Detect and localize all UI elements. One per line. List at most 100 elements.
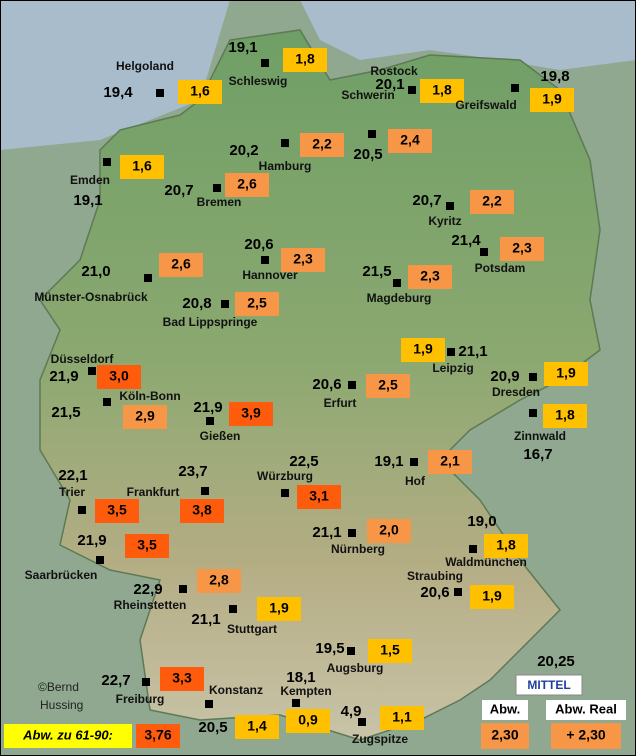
deviation-value: 2,5 — [378, 377, 398, 393]
station-marker — [144, 274, 152, 282]
station-marker — [446, 202, 454, 210]
station-name: Erfurt — [324, 396, 357, 410]
legend-box — [546, 700, 626, 720]
station-temp: 21,9 — [77, 532, 106, 549]
deviation-box — [235, 715, 279, 739]
mean-temp: 20,25 — [537, 653, 575, 670]
deviation-box — [530, 88, 574, 112]
legend-box — [515, 674, 583, 696]
station-name: Magdeburg — [367, 291, 432, 305]
legend-label: Abw. zu 61-90: — [22, 727, 113, 742]
station-name: Zinnwald — [514, 429, 566, 443]
station-temp: 20,6 — [420, 584, 449, 601]
station-name: Leipzig — [432, 361, 473, 375]
station-name: Rheinstetten — [114, 598, 187, 612]
station-temp: 19,4 — [103, 84, 133, 101]
deviation-box — [366, 374, 410, 398]
station-name: Nürnberg — [331, 542, 385, 556]
station-temp: 22,1 — [58, 467, 87, 484]
deviation-value: 2,6 — [171, 256, 191, 272]
station-temp: 19,1 — [228, 39, 257, 56]
deviation-value: 1,4 — [247, 718, 267, 734]
legend-label: Abw. — [490, 701, 521, 716]
station-name: Gießen — [200, 429, 241, 443]
station-temp: 21,4 — [451, 232, 481, 249]
station-temp: 20,8 — [182, 295, 211, 312]
station-temp: 20,7 — [164, 182, 193, 199]
station-name: Greifswald — [455, 98, 516, 112]
deviation-value: 3,8 — [192, 502, 212, 518]
station-name: Kempten — [280, 684, 331, 698]
deviation-value: 2,8 — [209, 572, 229, 588]
station-temp: 19,0 — [467, 513, 496, 530]
germany — [39, 29, 601, 741]
station-temp: 20,7 — [412, 192, 441, 209]
deviation-value: 1,8 — [295, 51, 315, 67]
station-temp: 21,5 — [51, 404, 80, 421]
station-marker — [292, 699, 300, 707]
station-temp: 21,1 — [312, 524, 341, 541]
station-name: Saarbrücken — [25, 568, 98, 582]
deviation-value: 3,3 — [172, 670, 192, 686]
deviation-box — [484, 534, 528, 558]
deviation-value: 2,0 — [379, 522, 399, 538]
station-temp: 20,1 — [375, 76, 404, 93]
station-marker — [358, 718, 366, 726]
deviation-value: 2,5 — [247, 295, 267, 311]
station-marker — [261, 256, 269, 264]
station-marker — [281, 139, 289, 147]
station-temp: 23,7 — [178, 463, 207, 480]
legend-box — [136, 724, 180, 748]
deviation-box — [420, 79, 464, 103]
deviation-box — [283, 48, 327, 72]
station-marker — [281, 489, 289, 497]
deviation-box — [229, 402, 273, 426]
deviation-value: 2,3 — [512, 240, 532, 256]
deviation-value: 1,5 — [380, 642, 400, 658]
station-name: Bad Lippspringe — [163, 315, 258, 329]
legend-box — [4, 724, 132, 748]
deviation-box — [97, 365, 141, 389]
deviation-box — [123, 405, 167, 429]
station-temp: 22,5 — [289, 453, 318, 470]
station-name: Schwerin — [341, 88, 394, 102]
deviation-value: 3,5 — [107, 502, 127, 518]
deviation-value: 1,9 — [269, 600, 289, 616]
station-marker — [480, 248, 488, 256]
station-name: Augsburg — [327, 661, 384, 675]
sea — [0, 0, 636, 150]
deviation-box — [401, 338, 445, 362]
station-marker — [393, 279, 401, 287]
station-name: Straubing — [407, 569, 463, 583]
station-marker — [410, 458, 418, 466]
station-temp: 20,9 — [490, 368, 519, 385]
station-temp: 19,8 — [540, 68, 569, 85]
deviation-box — [367, 519, 411, 543]
deviation-box — [95, 499, 139, 523]
station-marker — [213, 184, 221, 192]
deviation-value: 1,9 — [482, 588, 502, 604]
station-marker — [156, 89, 164, 97]
deviation-box — [544, 362, 588, 386]
deviation-value: 2,1 — [440, 453, 460, 469]
station-temp: 19,5 — [315, 640, 344, 657]
station-marker — [529, 409, 537, 417]
deviation-box — [368, 639, 412, 663]
deviation-value: 1,8 — [555, 407, 575, 423]
deviation-box — [380, 706, 424, 730]
station-marker — [78, 506, 86, 514]
deviation-value: 1,8 — [496, 537, 516, 553]
deviation-value: 2,3 — [420, 268, 440, 284]
deviation-box — [197, 569, 241, 593]
deviation-box — [159, 253, 203, 277]
station-temp: 21,9 — [193, 399, 222, 416]
station-marker — [221, 300, 229, 308]
deviation-box — [178, 80, 222, 104]
station-marker — [96, 556, 104, 564]
deviation-box — [388, 129, 432, 153]
station-temp: 21,5 — [362, 263, 391, 280]
station-temp: 20,5 — [353, 146, 382, 163]
deviation-value: 0,9 — [298, 712, 318, 728]
deviation-box — [286, 709, 330, 733]
